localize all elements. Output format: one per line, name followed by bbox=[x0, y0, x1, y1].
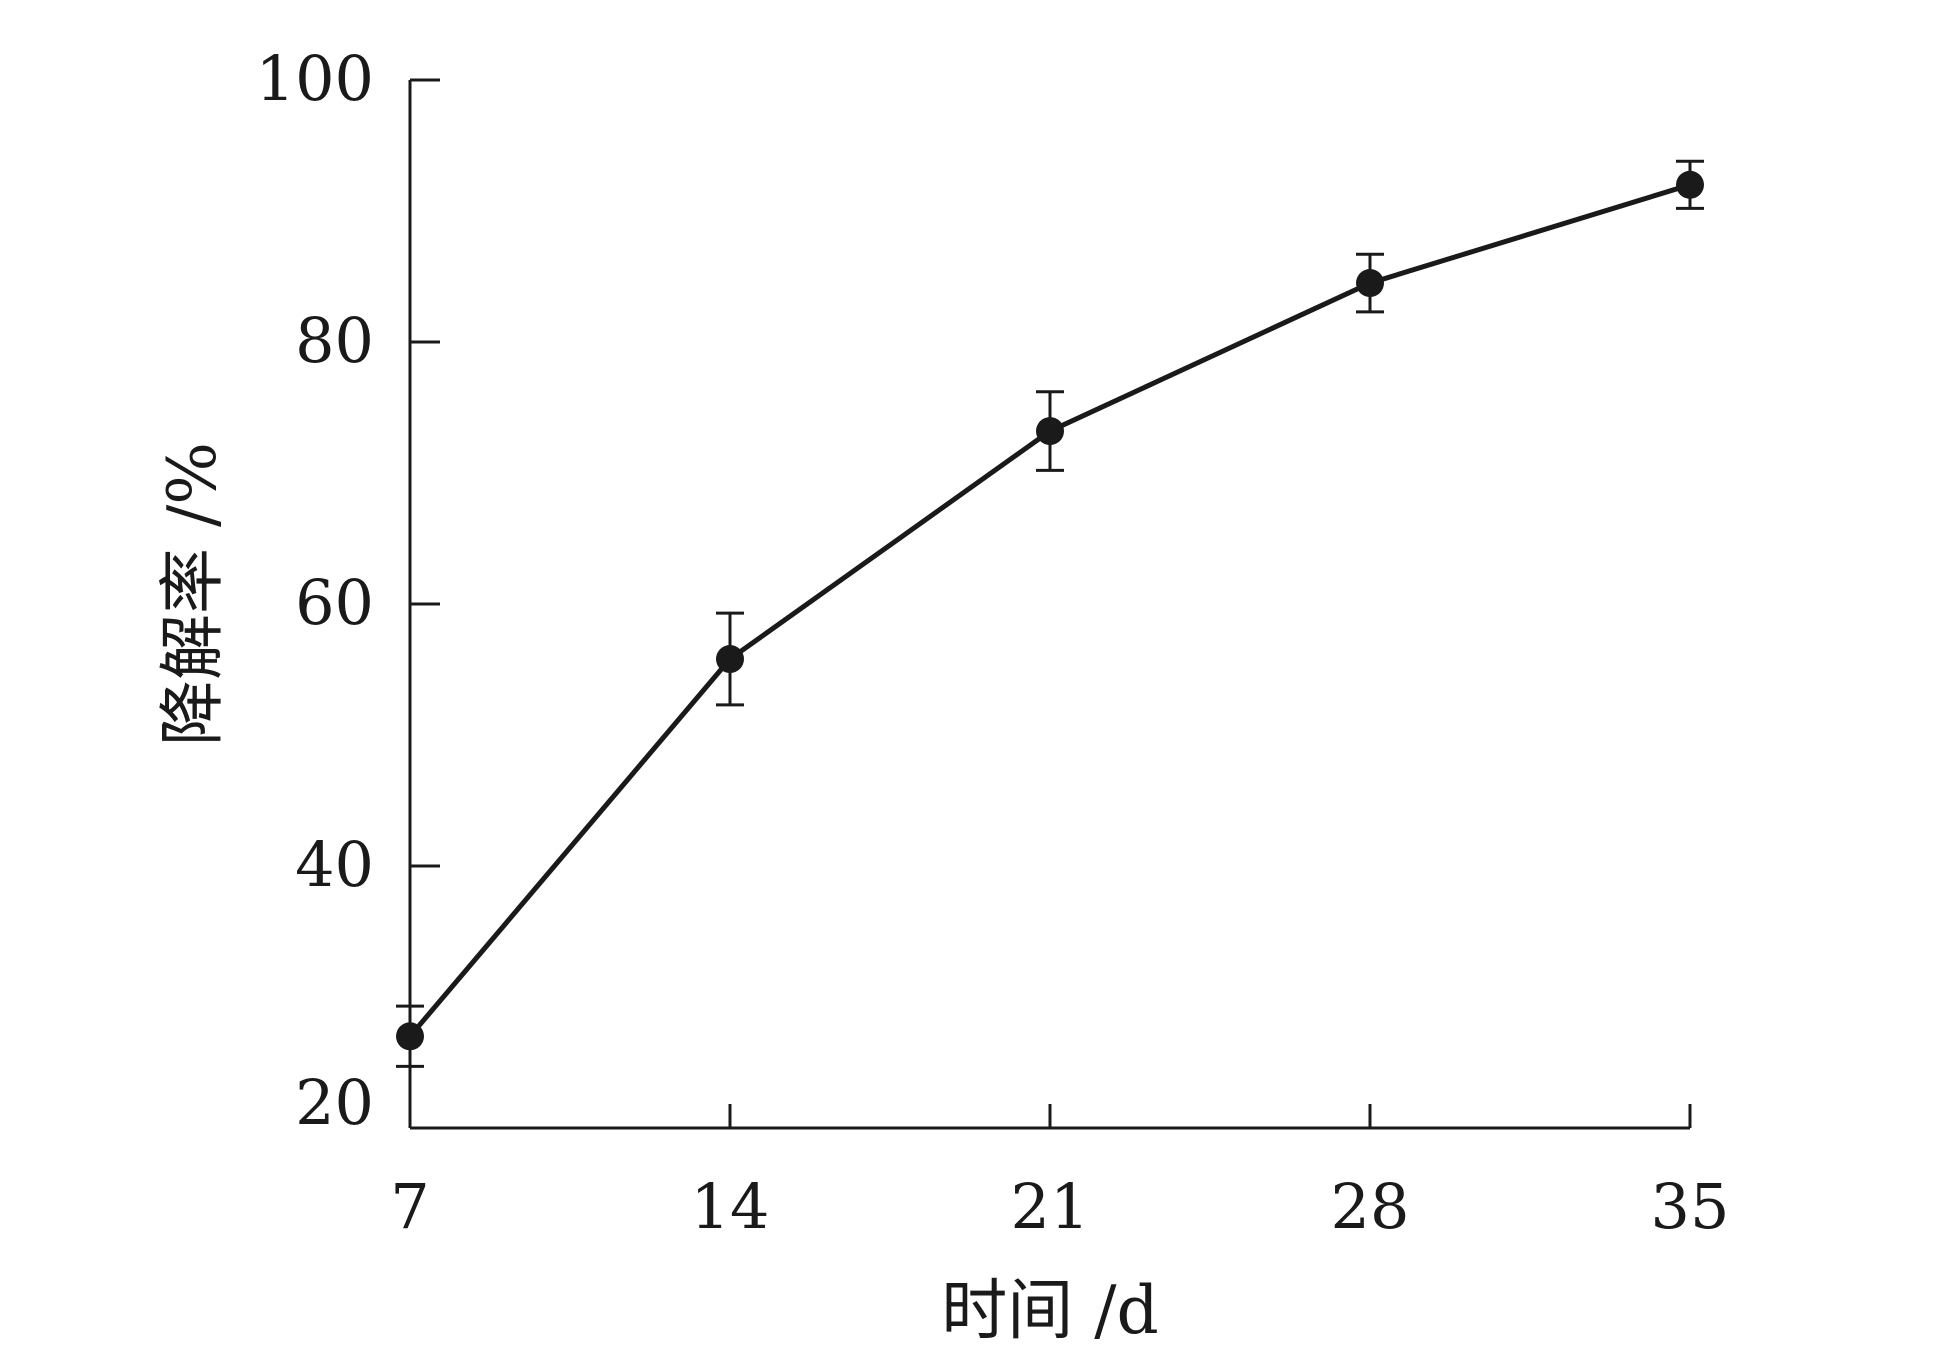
data-point bbox=[1036, 417, 1064, 446]
y-tick-label: 60 bbox=[295, 566, 374, 639]
x-tick-label: 21 bbox=[1011, 1170, 1090, 1243]
data-point bbox=[1676, 170, 1704, 199]
data-point bbox=[716, 645, 744, 674]
y-tick-label: 20 bbox=[295, 1066, 374, 1139]
y-ticks: 20 40 60 80 100 bbox=[256, 42, 440, 1139]
data-point bbox=[396, 1022, 424, 1051]
x-tick-label: 14 bbox=[691, 1170, 770, 1243]
y-tick-label: 100 bbox=[256, 42, 374, 115]
x-ticks: 7 14 21 28 35 bbox=[390, 1104, 1729, 1243]
x-tick-label: 28 bbox=[1331, 1170, 1410, 1243]
data-point bbox=[1356, 269, 1384, 298]
x-axis-title: 时间 /d bbox=[941, 1272, 1158, 1347]
y-tick-label: 40 bbox=[295, 828, 374, 901]
series-line bbox=[408, 182, 1691, 1038]
x-tick-label: 7 bbox=[390, 1170, 429, 1243]
x-tick-label: 35 bbox=[1651, 1170, 1730, 1243]
axes bbox=[408, 80, 1690, 1130]
series-group bbox=[396, 159, 1704, 1068]
y-tick-label: 80 bbox=[295, 304, 374, 377]
y-axis-title: 降解率 /% bbox=[154, 442, 231, 746]
